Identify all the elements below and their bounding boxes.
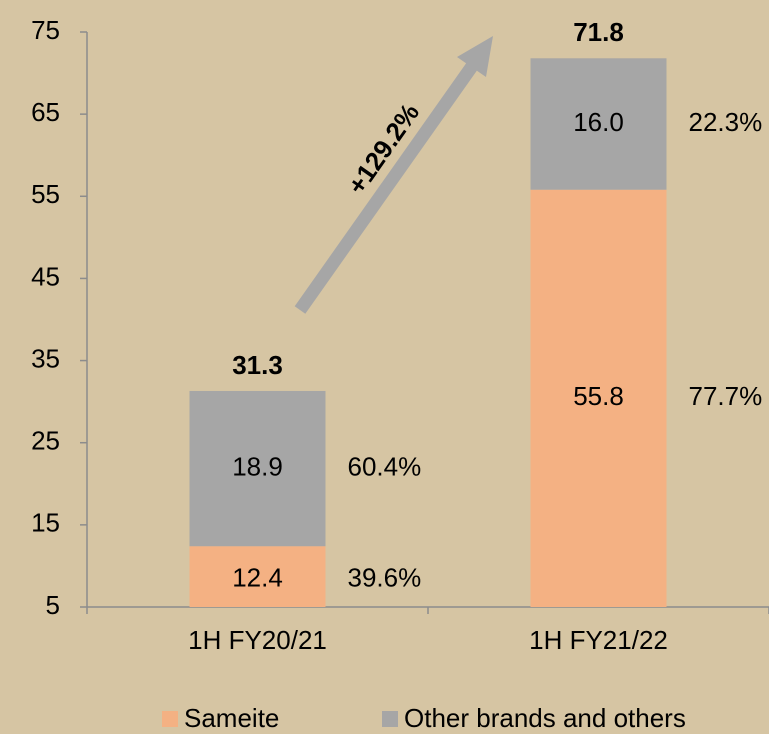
value-label: 55.8 [573,381,624,411]
x-tick-label: 1H FY20/21 [188,625,327,655]
y-tick-label: 35 [31,343,60,373]
total-label: 71.8 [573,17,624,47]
y-tick-label: 15 [31,508,60,538]
bar-segment [189,546,326,607]
total-label: 31.3 [232,350,283,380]
value-label: 16.0 [573,107,624,137]
value-label: 18.9 [232,451,283,481]
growth-arrow [294,58,481,314]
legend-label: Sameite [184,703,279,733]
bar-segment [189,390,326,547]
y-tick-label: 65 [31,97,60,127]
share-label: 60.4% [348,451,422,481]
y-tick-label: 5 [46,590,60,620]
legend-swatch [162,711,178,727]
legend-label: Other brands and others [404,703,686,733]
y-tick-label: 55 [31,179,60,209]
growth-arrow-head [457,36,493,77]
bar-segment [530,58,667,190]
legend-swatch [382,711,398,727]
share-label: 77.7% [689,381,763,411]
share-label: 22.3% [689,107,763,137]
y-tick-label: 75 [31,15,60,45]
x-tick-label: 1H FY21/22 [529,625,668,655]
bar-segment [530,189,667,607]
value-label: 12.4 [232,562,283,592]
share-label: 39.6% [348,562,422,592]
y-tick-label: 25 [31,426,60,456]
y-tick-label: 45 [31,261,60,291]
